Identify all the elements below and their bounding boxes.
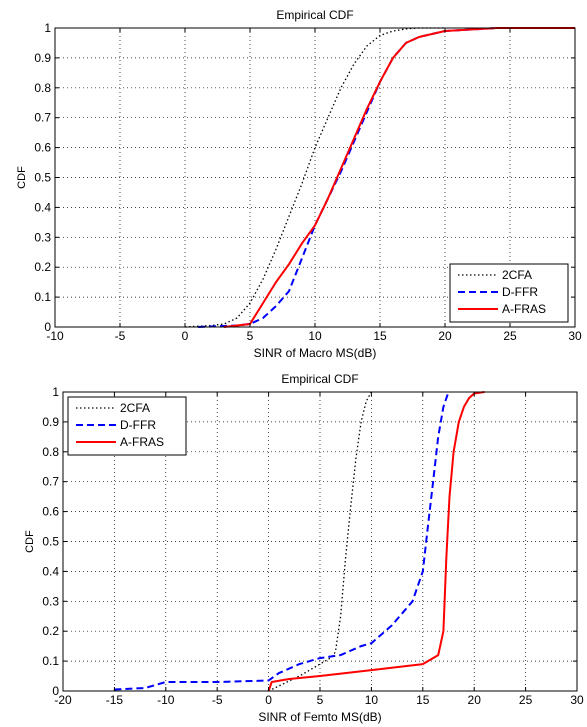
legend: 2CFA D-FFR A-FRAS [67,396,187,456]
chart-macro-sinr: Empirical CDF SINR of Macro MS(dB) CDF -… [16,8,582,360]
y-tick-label: 0.3 [34,230,51,244]
x-tick-label: -5 [212,693,223,707]
legend-label: A-FRAS [120,435,164,449]
x-tick-label: -5 [115,329,126,343]
y-tick-label: 0.8 [42,445,59,459]
x-axis-label: SINR of Femto MS(dB) [258,710,381,724]
series-line-a-fras [267,391,485,692]
legend-label: D-FFR [502,285,538,299]
series-line-2cfa [184,27,445,328]
y-tick-label: 0.6 [42,505,59,519]
x-tick-label: -20 [54,693,72,707]
x-tick-label: 20 [438,329,452,343]
chart-femto-sinr: Empirical CDF SINR of Femto MS(dB) CDF -… [24,372,584,724]
x-tick-label: 0 [265,693,272,707]
x-axis-label: SINR of Macro MS(dB) [254,346,377,360]
y-tick-label: 0 [52,684,59,698]
series-line-2cfa [268,391,372,692]
y-tick-label: 0.3 [42,594,59,608]
y-tick-label: 0.4 [34,200,51,214]
y-tick-label: 0.1 [34,290,51,304]
series-line-a-fras [223,27,575,328]
grid-lines [55,28,575,327]
y-tick-label: 0.1 [42,654,59,668]
x-tick-label: -15 [106,693,124,707]
y-tick-label: 0.2 [34,260,51,274]
legend-label: A-FRAS [502,302,546,316]
x-tick-label: 25 [519,693,533,707]
legend-label: 2CFA [502,268,532,282]
y-axis-label: CDF [24,530,36,553]
x-tick-label: 30 [570,693,584,707]
x-tick-label: -10 [46,329,64,343]
x-tick-label: 15 [373,329,387,343]
chart-title: Empirical CDF [281,372,358,386]
y-tick-label: 0.6 [34,141,51,155]
series-line-d-ffr [197,27,575,328]
grid-lines [63,392,577,691]
series-lines [114,391,485,692]
y-tick-label: 0.4 [42,564,59,578]
x-tick-label: 5 [317,693,324,707]
legend-label: D-FFR [120,418,156,432]
y-tick-label: 0.2 [42,624,59,638]
y-tick-label: 1 [52,385,59,399]
y-tick-label: 0.9 [42,415,59,429]
x-tick-label: 30 [568,329,582,343]
tick-labels: -10 -5 0 5 10 15 20 25 30 0 0.1 0.2 0.3 0.4 0.5 0.6 0.7 0… [34,21,582,343]
y-tick-label: 0.5 [34,171,51,185]
y-tick-label: 0.5 [42,535,59,549]
x-tick-label: 15 [416,693,430,707]
chart-title: Empirical CDF [276,8,353,22]
y-tick-label: 0 [44,320,51,334]
legend: 2CFA D-FFR A-FRAS [449,263,569,323]
y-tick-label: 0.9 [34,51,51,65]
legend-label: 2CFA [120,401,150,415]
x-tick-label: 20 [468,693,482,707]
tick-labels: -20 -15 -10 -5 0 5 10 15 20 25 30 0 0.1 0.2 0.3 0.4 0.5 0… [42,385,584,707]
x-tick-label: 10 [365,693,379,707]
x-tick-label: -10 [157,693,175,707]
y-tick-label: 0.7 [34,111,51,125]
x-tick-label: 10 [308,329,322,343]
x-tick-label: 0 [182,329,189,343]
x-tick-label: 5 [247,329,254,343]
series-line-d-ffr [114,391,450,691]
x-tick-label: 25 [503,329,517,343]
y-axis-label: CDF [16,166,28,189]
y-tick-label: 1 [44,21,51,35]
y-tick-label: 0.8 [34,81,51,95]
series-lines [184,27,575,328]
y-tick-label: 0.7 [42,475,59,489]
